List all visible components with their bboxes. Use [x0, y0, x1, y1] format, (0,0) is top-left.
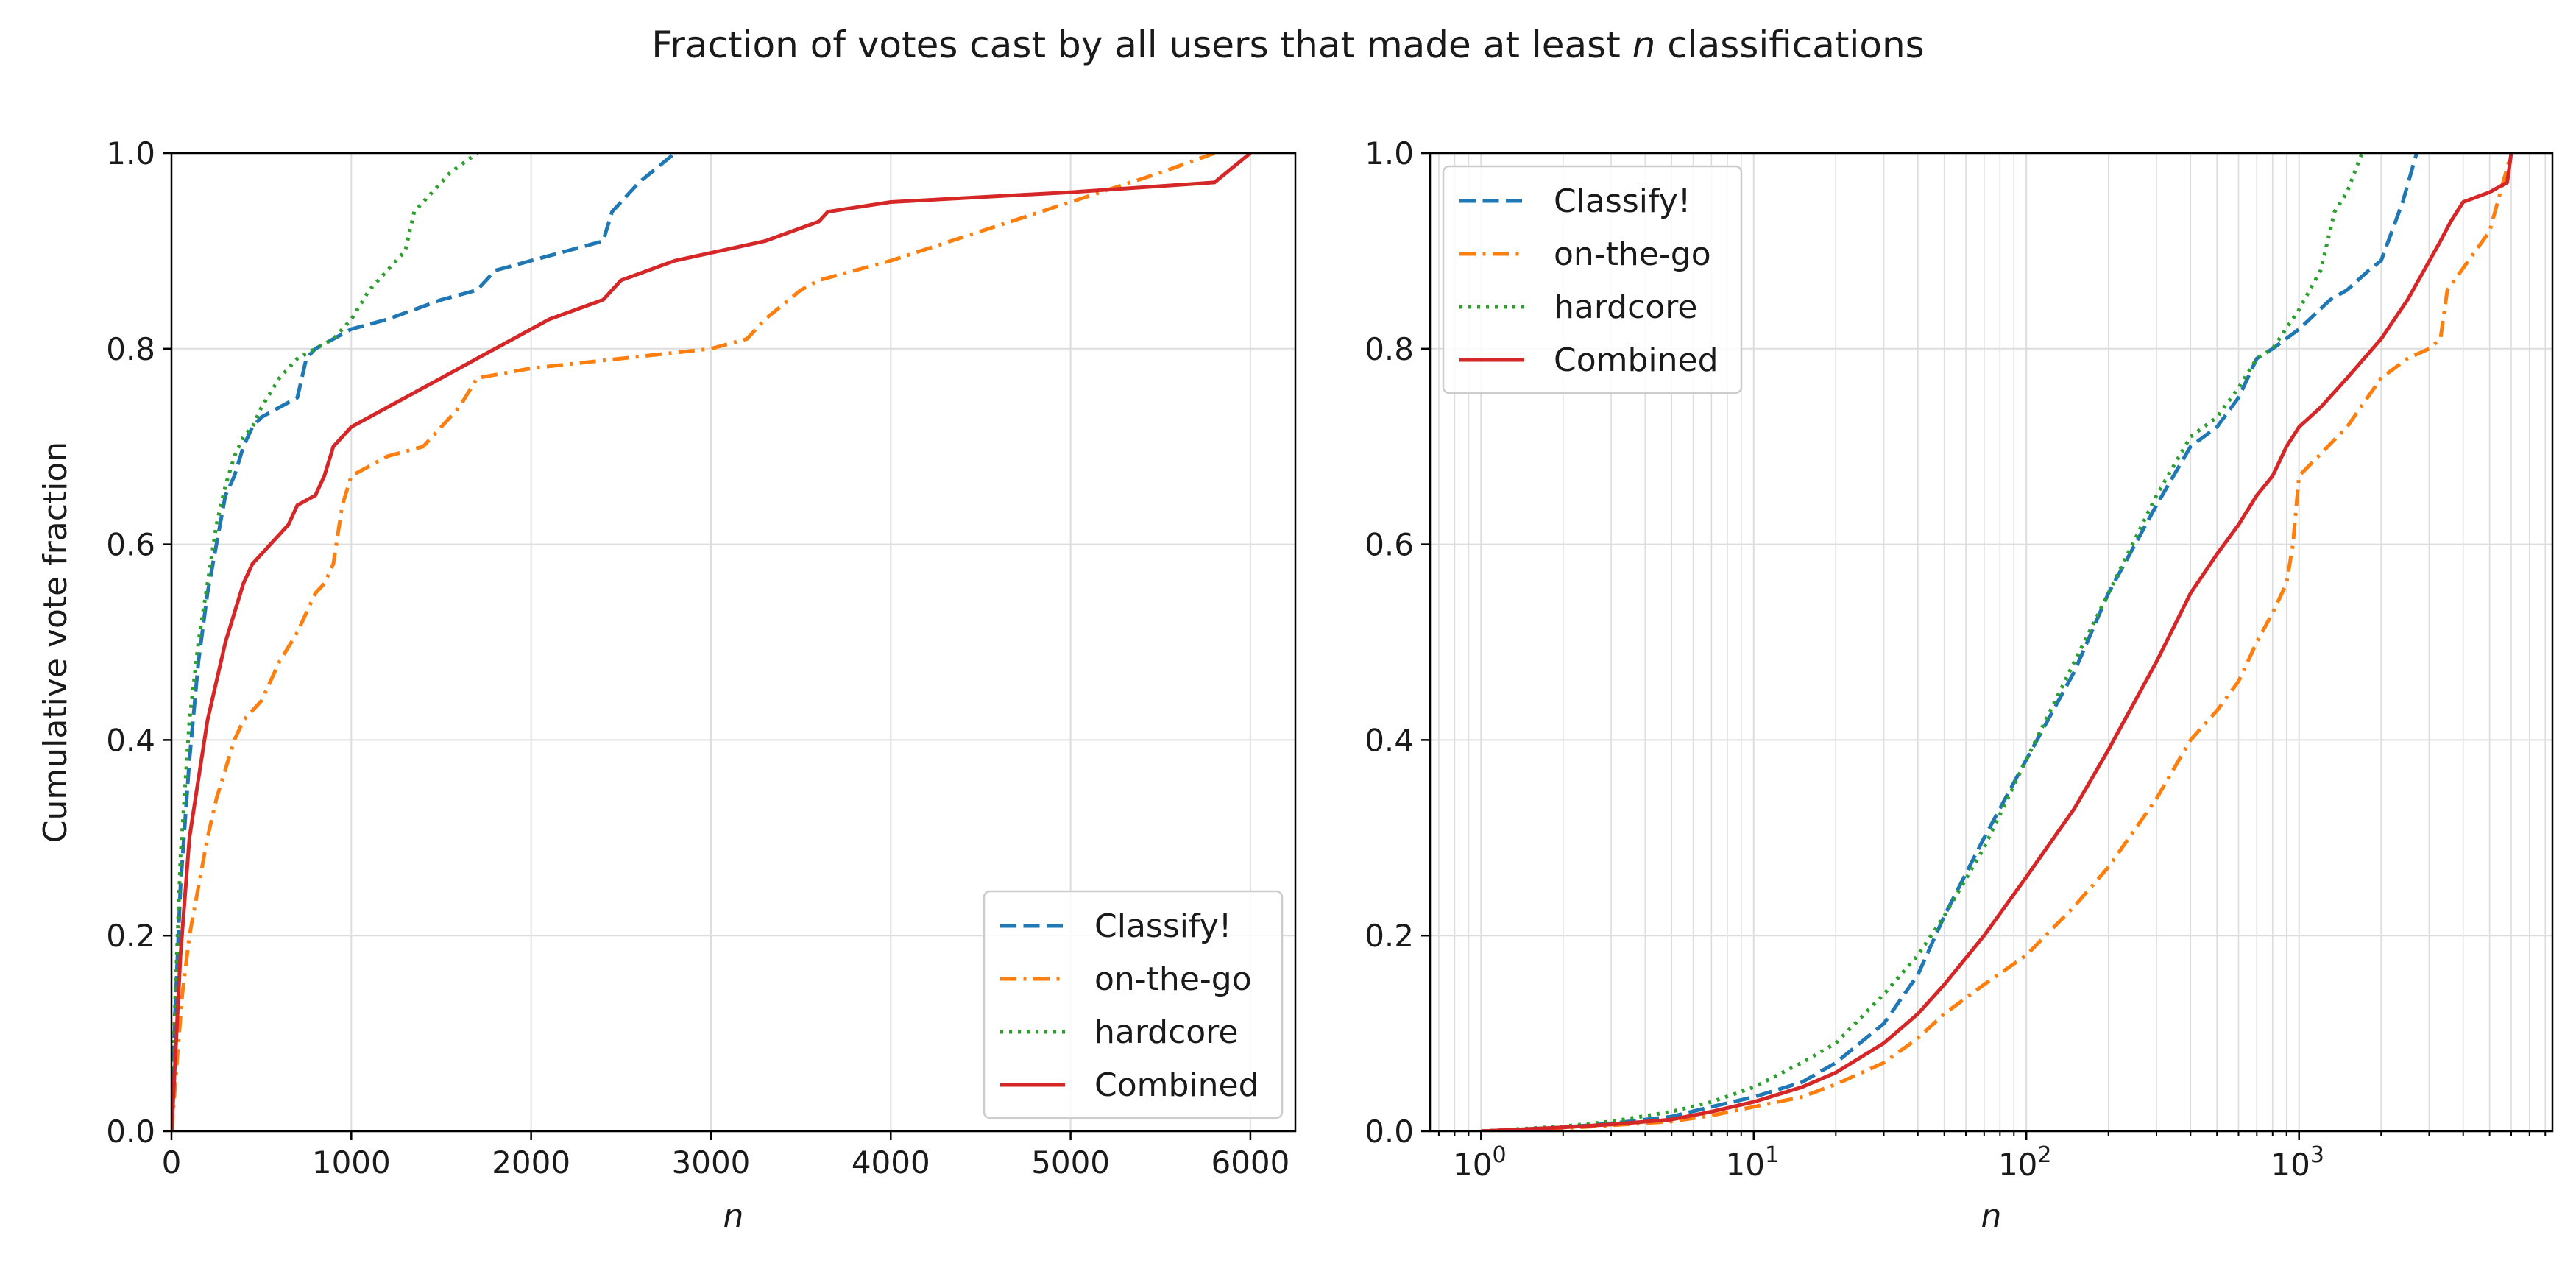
x-tick-label: 5000: [1031, 1144, 1110, 1181]
figure-title: Fraction of votes cast by all users that…: [651, 24, 1924, 66]
x-tick-label: 101: [1725, 1142, 1779, 1183]
y-tick-label: 0.4: [1365, 722, 1414, 758]
series-line-classify: [171, 153, 676, 1131]
grid: [1430, 152, 2552, 1132]
y-tick-label: 0.6: [1365, 527, 1414, 563]
series-line-combined: [171, 153, 1252, 1131]
legend-entry-label: hardcore: [1094, 1013, 1238, 1051]
y-tick-label: 1.0: [106, 135, 155, 171]
legend-entry-label: Classify!: [1094, 907, 1231, 945]
y-tick-label: 0.4: [106, 722, 155, 758]
legend-entry-label: Combined: [1094, 1066, 1259, 1104]
x-axis-label: n: [723, 1197, 744, 1235]
legend-entry-label: Classify!: [1554, 183, 1691, 220]
legend-entry-label: Combined: [1554, 342, 1719, 379]
y-tick-label: 0.8: [1365, 331, 1414, 367]
y-tick-label: 0.2: [1365, 918, 1414, 954]
y-tick-label: 0.0: [106, 1114, 155, 1150]
legend: Classify! on-the-go hardcore Combined: [983, 890, 1284, 1119]
x-tick-label: 2000: [492, 1144, 570, 1181]
y-tick-label: 0.2: [106, 918, 155, 954]
axes-frame: [1429, 152, 2554, 1133]
right-panel-log: 0.0 0.2 0.4 0.6 0.8 1.0 100 101 102 103 n Classify!…: [1365, 135, 2554, 1235]
y-axis-label: Cumulative vote fraction: [37, 442, 74, 843]
legend-entry-label: hardcore: [1554, 289, 1697, 326]
series-line-hardcore: [1481, 153, 2364, 1131]
x-tick-label: 6000: [1211, 1144, 1289, 1181]
y-tick-label: 0.8: [106, 331, 155, 367]
series-line-classify: [1481, 153, 2418, 1131]
x-tick-label: 103: [2271, 1142, 2324, 1183]
y-tick-label: 1.0: [1365, 135, 1414, 171]
series-line-combined: [1481, 153, 2513, 1131]
x-axis-label: n: [1981, 1197, 2002, 1235]
y-tick-label: 0.6: [106, 527, 155, 563]
left-panel-linear: 0.0 0.2 0.4 0.6 0.8 1.0 0 1000 2000 3000 4000 5000 6…: [37, 135, 1297, 1235]
x-tick-label: 1000: [312, 1144, 391, 1181]
y-tick-label: 0.0: [1365, 1114, 1414, 1150]
series-line-hardcore: [171, 153, 478, 1131]
legend: Classify! on-the-go hardcore Combined: [1442, 165, 1743, 394]
series-group: [171, 153, 1252, 1131]
legend-box: [1442, 165, 1743, 394]
axes-frame: [170, 152, 1297, 1133]
x-tick-label: 0: [162, 1144, 182, 1181]
x-tick-label: 102: [1998, 1142, 2052, 1183]
series-line-on-the-go: [171, 153, 1215, 1131]
x-tick-label: 3000: [672, 1144, 751, 1181]
x-tick-label: 100: [1453, 1142, 1507, 1183]
legend-entry-label: on-the-go: [1094, 960, 1252, 998]
legend-box: [983, 890, 1284, 1119]
legend-entry-label: on-the-go: [1554, 236, 1711, 273]
series-group: [1481, 153, 2513, 1131]
series-line-on-the-go: [1481, 153, 2513, 1131]
figure-title-suffix: classifications: [1655, 24, 1924, 66]
figure-title-prefix: Fraction of votes cast by all users that…: [651, 24, 1632, 66]
x-tick-label: 4000: [852, 1144, 930, 1181]
figure-title-variable: n: [1632, 24, 1656, 66]
